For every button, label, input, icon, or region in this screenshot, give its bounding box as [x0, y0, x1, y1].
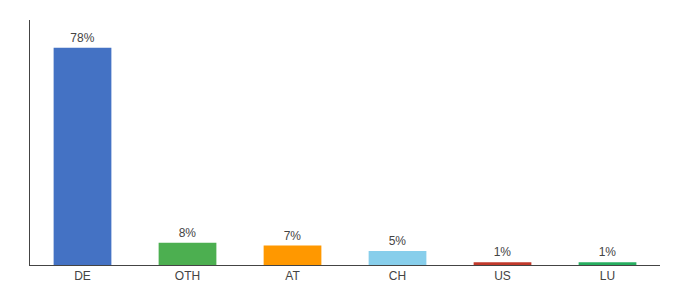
svg-text:US: US — [494, 269, 511, 283]
svg-text:DE: DE — [74, 269, 91, 283]
svg-text:OTH: OTH — [175, 269, 200, 283]
svg-text:AT: AT — [285, 269, 300, 283]
svg-text:7%: 7% — [284, 229, 302, 243]
svg-text:5%: 5% — [389, 234, 407, 248]
svg-text:CH: CH — [389, 269, 406, 283]
svg-text:78%: 78% — [70, 31, 94, 45]
svg-text:8%: 8% — [179, 226, 197, 240]
svg-text:1%: 1% — [494, 245, 512, 259]
svg-text:1%: 1% — [599, 245, 617, 259]
svg-text:LU: LU — [600, 269, 615, 283]
